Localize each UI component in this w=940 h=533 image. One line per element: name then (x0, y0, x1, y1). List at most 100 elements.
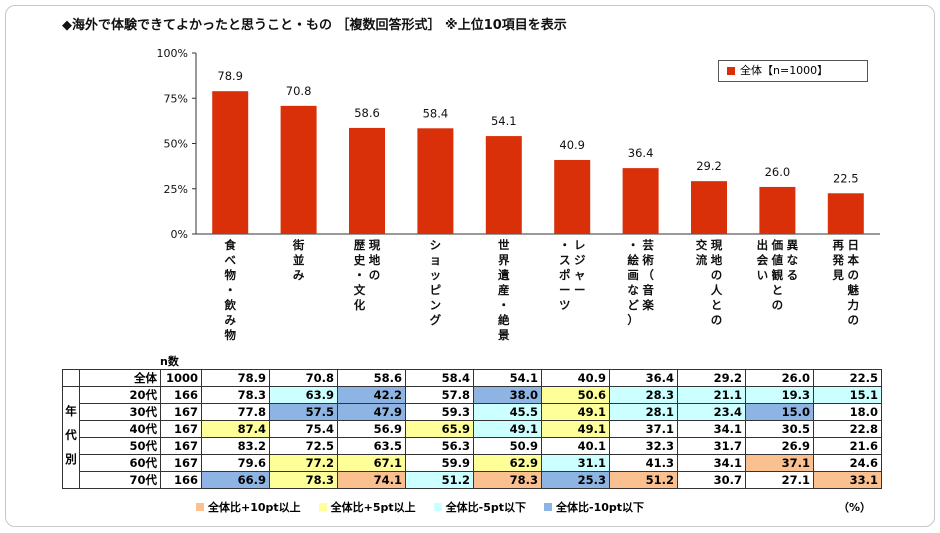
data-label: 26.0 (765, 165, 791, 179)
table-cell: 79.6 (201, 454, 270, 472)
bar (417, 128, 454, 234)
table-row: 40代 167 87.4 75.4 56.9 65.9 49.1 49.1 37.1 34.1 30… (63, 420, 882, 438)
data-label: 70.8 (286, 84, 312, 98)
x-tick-label-line: 価値観との (771, 238, 784, 312)
table-cell: 49.1 (541, 403, 610, 421)
table-cell: 49.1 (541, 420, 610, 438)
x-tick-label-line: 出会い (756, 238, 769, 282)
table-cell: 34.1 (677, 454, 746, 472)
x-tick-label-line: 街並み (292, 238, 305, 282)
table-cell: 15.1 (813, 386, 882, 404)
row-label: 60代 (79, 454, 161, 472)
row-label: 30代 (79, 403, 161, 421)
x-tick-label: 芸術（音楽・絵画など） (606, 238, 674, 368)
table-cell: 30.5 (745, 420, 814, 438)
table-cell: 30.7 (677, 471, 746, 489)
age-group-label: 年代別 (62, 386, 80, 489)
data-label: 22.5 (833, 171, 859, 185)
table-row: 30代 167 77.8 57.5 47.9 59.3 45.5 49.1 28.1 23.4 15… (63, 403, 882, 421)
row-n: 166 (160, 471, 202, 489)
table-cell: 66.9 (201, 471, 270, 489)
table-cell: 28.3 (609, 386, 678, 404)
y-tick-label: 0% (171, 228, 188, 241)
table-cell: 57.5 (269, 403, 338, 421)
table-cell: 67.1 (337, 454, 406, 472)
x-tick-label-line: 現地の (368, 238, 381, 282)
bar (622, 168, 659, 234)
table-cell: 70.8 (269, 369, 338, 387)
x-tick-label-line: 歴史・文化 (353, 238, 366, 312)
bar (554, 159, 591, 234)
x-tick-label: 街並み (264, 238, 332, 368)
highlight-legend-item: 全体比-10pt以下 (544, 499, 644, 515)
legend-label: 全体比+5pt以上 (330, 501, 416, 514)
table-corner (62, 369, 80, 387)
chart-legend: 全体【n=1000】 (718, 60, 868, 82)
table-cell: 54.1 (473, 369, 542, 387)
row-n: 167 (160, 437, 202, 455)
row-n: 167 (160, 454, 202, 472)
legend-swatch (433, 503, 442, 511)
table-cell: 37.1 (745, 454, 814, 472)
bar (827, 193, 864, 234)
x-tick-label-line: 芸術（音楽 (642, 238, 654, 312)
table-cell: 23.4 (677, 403, 746, 421)
row-label: 20代 (79, 386, 161, 404)
bar (691, 181, 727, 234)
chart-title: ◆海外で体験できてよかったと思うこと・もの ［複数回答形式］ ※上位10項目を表… (62, 18, 567, 33)
x-tick-label-line: 食べ物・飲み物 (224, 238, 236, 342)
table-cell: 62.9 (473, 454, 542, 472)
table-cell: 26.9 (745, 437, 814, 455)
table-cell: 75.4 (269, 420, 338, 438)
row-n: 166 (160, 386, 202, 404)
table-cell: 42.2 (337, 386, 406, 404)
table-cell: 51.2 (405, 471, 474, 489)
legend-label: 全体比+10pt以上 (208, 501, 301, 514)
table-cell: 28.1 (609, 403, 678, 421)
x-tick-label: 日本の魅力の再発見 (812, 238, 880, 368)
table-cell: 18.0 (813, 403, 882, 421)
table-cell: 63.9 (269, 386, 338, 404)
table-cell: 34.1 (677, 420, 746, 438)
legend-label: 全体比-5pt以下 (445, 501, 527, 514)
x-tick-label: 食べ物・飲み物 (196, 238, 264, 368)
n-header: n数 (160, 355, 179, 368)
row-label: 50代 (79, 437, 161, 455)
table-cell: 78.3 (269, 471, 338, 489)
highlight-legend-item: 全体比-5pt以下 (433, 499, 527, 515)
legend-label: 全体比-10pt以下 (556, 501, 645, 514)
row-label: 70代 (79, 471, 161, 489)
table-cell: 78.3 (201, 386, 270, 404)
table-cell: 22.5 (813, 369, 882, 387)
y-tick-label: 75% (164, 92, 188, 105)
row-n: 167 (160, 403, 202, 421)
table-cell: 56.9 (337, 420, 406, 438)
y-tick-label: 50% (164, 138, 188, 151)
table-cell: 59.3 (405, 403, 474, 421)
x-tick-label-line: ショッピング (429, 238, 442, 327)
table-cell: 56.3 (405, 437, 474, 455)
table-cell: 32.3 (609, 437, 678, 455)
x-tick-label-line: 再発見 (832, 238, 845, 282)
table-row: 70代 166 66.9 78.3 74.1 51.2 78.3 25.3 51.2 30.7 27… (63, 471, 882, 489)
table-cell: 78.9 (201, 369, 270, 387)
row-label: 40代 (79, 420, 161, 438)
highlight-legend-item: 全体比+5pt以上 (318, 499, 416, 515)
table-row: 50代 167 83.2 72.5 63.5 56.3 50.9 40.1 32.3 31.7 26… (63, 437, 882, 455)
table-cell: 25.3 (541, 471, 610, 489)
row-label: 全体 (79, 369, 161, 387)
row-n: 167 (160, 420, 202, 438)
legend-label: 全体【n=1000】 (740, 64, 829, 77)
table-row: 年代別 20代 166 78.3 63.9 42.2 57.8 38.0 50.6 28.3 21.… (62, 386, 882, 489)
bar (280, 105, 317, 235)
data-label: 58.6 (354, 106, 380, 120)
table-cell: 27.1 (745, 471, 814, 489)
data-label: 78.9 (217, 69, 243, 83)
x-tick-label-line: 世界遺産・絶景 (498, 238, 510, 342)
data-label: 40.9 (559, 138, 585, 152)
table-cell: 72.5 (269, 437, 338, 455)
x-tick-label: ショッピング (401, 238, 469, 368)
x-tick-label: 現地の人との交流 (675, 238, 743, 368)
table-cell: 65.9 (405, 420, 474, 438)
